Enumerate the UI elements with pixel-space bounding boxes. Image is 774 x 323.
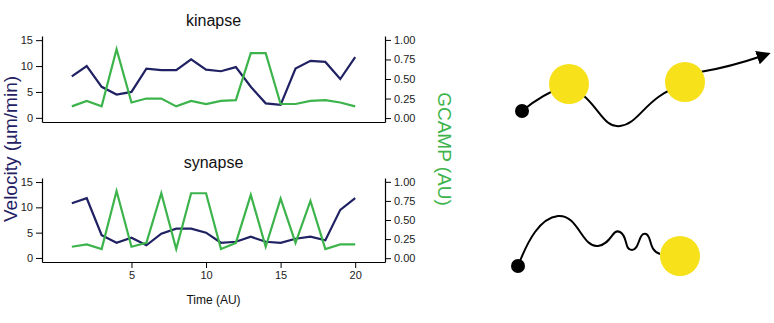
tick-label: 0 xyxy=(27,252,33,264)
diagram xyxy=(511,54,768,276)
tick-label: 0.50 xyxy=(394,73,415,85)
tick: 0.50 xyxy=(385,214,415,226)
axis-line xyxy=(43,262,386,263)
plot-area xyxy=(72,191,355,249)
track xyxy=(518,216,660,266)
tick-label: 0.25 xyxy=(394,93,415,105)
tick-label: 1.00 xyxy=(394,34,415,46)
tick-label: 10 xyxy=(200,269,212,281)
tick: 0.00 xyxy=(385,112,415,124)
plot-area xyxy=(72,49,355,106)
gcamp-line xyxy=(72,191,355,249)
tick: 1.00 xyxy=(385,34,415,46)
tick-label: 0.00 xyxy=(394,252,415,264)
tick-label: 1.00 xyxy=(394,176,415,188)
tick-mark xyxy=(36,233,42,234)
tick: 10 xyxy=(21,60,42,72)
axis-line xyxy=(42,37,43,123)
axis-line xyxy=(42,179,43,263)
tick-label: 0.75 xyxy=(394,53,415,65)
calcium-spot xyxy=(665,62,705,102)
tick: 1.00 xyxy=(385,176,415,188)
tick: 0.00 xyxy=(385,252,415,264)
tick: 5 xyxy=(27,86,42,98)
tick: 0.75 xyxy=(385,195,415,207)
start-point xyxy=(515,104,529,118)
tick-label: 5 xyxy=(129,269,135,281)
tick: 0 xyxy=(27,252,42,264)
tick-label: 0.25 xyxy=(394,233,415,245)
tick-label: 5 xyxy=(27,227,33,239)
tick: 0 xyxy=(27,112,42,124)
tick: 5 xyxy=(129,262,135,281)
tick-mark xyxy=(385,239,391,240)
tick-label: 15 xyxy=(21,176,33,188)
tick: 5 xyxy=(27,227,42,239)
tick: 15 xyxy=(21,34,42,46)
tick: 0.25 xyxy=(385,93,415,105)
tick-mark xyxy=(385,258,391,259)
tick-label: 10 xyxy=(21,60,33,72)
velocity-line xyxy=(72,57,355,105)
tick-mark xyxy=(385,40,391,41)
start-point xyxy=(511,259,525,273)
axis-line xyxy=(43,122,386,123)
chart-title: kinapse xyxy=(186,12,241,29)
tick: 10 xyxy=(200,262,212,281)
tick-mark xyxy=(36,40,42,41)
calcium-spot xyxy=(549,64,589,104)
y-axis: 0 5 10 15 xyxy=(21,176,43,264)
tick-mark xyxy=(206,262,207,268)
tick-mark xyxy=(385,220,391,221)
tick-label: 0.75 xyxy=(394,195,415,207)
tick-label: 15 xyxy=(275,269,287,281)
tick: 0.50 xyxy=(385,73,415,85)
track-arrow xyxy=(700,54,768,72)
tick: 15 xyxy=(21,176,42,188)
x-axis-title: Time (AU) xyxy=(186,293,240,307)
tick-mark xyxy=(385,201,391,202)
y-axis: 0 5 10 15 xyxy=(21,34,43,124)
tick-label: 0 xyxy=(27,112,33,124)
tick: 10 xyxy=(21,201,42,213)
y2-axis-title: GCAMP (AU) xyxy=(434,92,455,206)
y-axis-title: Velocity (µm/min) xyxy=(0,76,21,222)
calcium-spot xyxy=(660,236,700,276)
y2-axis: 0.00 0.25 0.50 0.75 1.00 xyxy=(385,34,415,124)
tick-mark xyxy=(385,99,391,100)
tick-label: 5 xyxy=(27,86,33,98)
tick-mark xyxy=(385,182,391,183)
tick-mark xyxy=(281,262,282,268)
tick: 0.25 xyxy=(385,233,415,245)
tick: 20 xyxy=(350,262,362,281)
tick-mark xyxy=(36,118,42,119)
y2-axis: 0.00 0.25 0.50 0.75 1.00 xyxy=(385,176,415,264)
tick-mark xyxy=(36,207,42,208)
tick-mark xyxy=(385,59,391,60)
tick-mark xyxy=(36,66,42,67)
tick-mark xyxy=(385,118,391,119)
x-axis xyxy=(43,122,386,123)
tick-mark xyxy=(36,258,42,259)
figure: 0 5 10 15 0.00 0.25 0.50 0.75 1.00 kinapse Velocit… xyxy=(0,0,774,323)
tick-mark xyxy=(131,262,132,268)
tick-mark xyxy=(355,262,356,268)
tick-label: 0.50 xyxy=(394,214,415,226)
tick-mark xyxy=(36,92,42,93)
tick-label: 10 xyxy=(21,201,33,213)
x-axis: 5 10 15 20 xyxy=(43,262,386,281)
tick-label: 15 xyxy=(21,34,33,46)
tick-label: 20 xyxy=(350,269,362,281)
tick-label: 0.00 xyxy=(394,112,415,124)
tick-mark xyxy=(385,79,391,80)
tick: 0.75 xyxy=(385,53,415,65)
gcamp-line xyxy=(72,49,355,106)
chart-title: synapse xyxy=(184,154,244,171)
tick: 15 xyxy=(275,262,287,281)
tick-mark xyxy=(36,182,42,183)
